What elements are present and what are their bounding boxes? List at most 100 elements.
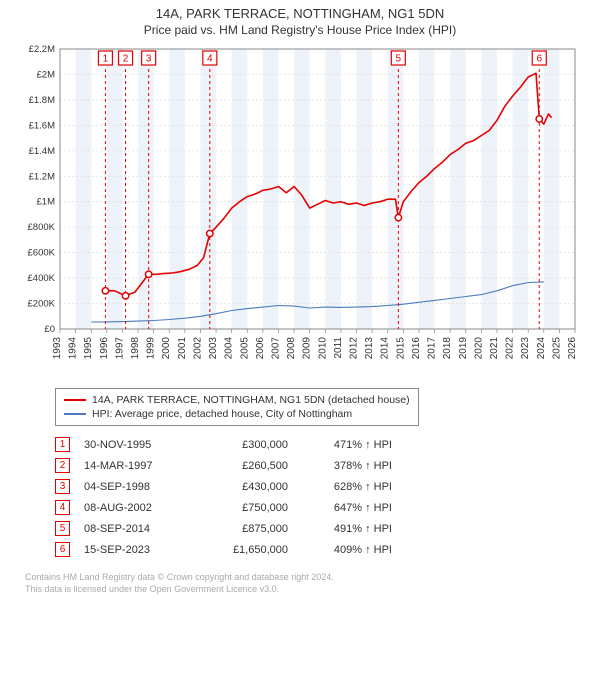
x-tick-label: 2021 — [489, 337, 500, 360]
legend-label-hpi: HPI: Average price, detached house, City… — [92, 408, 352, 420]
legend-label-price: 14A, PARK TERRACE, NOTTINGHAM, NG1 5DN (… — [92, 394, 410, 406]
y-tick-label: £2.2M — [29, 44, 55, 55]
transaction-marker-number: 6 — [536, 54, 542, 65]
year-shade — [76, 49, 92, 329]
chart-legend: 14A, PARK TERRACE, NOTTINGHAM, NG1 5DN (… — [55, 388, 419, 426]
table-row: 214-MAR-1997£260,500378% ↑ HPI — [55, 455, 600, 476]
transaction-price: £430,000 — [198, 481, 288, 493]
year-shade — [325, 49, 341, 329]
year-shade — [357, 49, 373, 329]
x-tick-label: 2016 — [411, 337, 422, 360]
plot-frame — [60, 49, 575, 329]
x-tick-label: 2023 — [520, 337, 531, 360]
x-tick-label: 2004 — [224, 337, 235, 360]
x-tick-label: 2002 — [192, 337, 203, 360]
x-tick-label: 2007 — [270, 337, 281, 360]
table-row: 615-SEP-2023£1,650,000409% ↑ HPI — [55, 539, 600, 560]
transaction-marker-number: 3 — [146, 54, 152, 65]
transaction-marker-dot — [207, 230, 213, 236]
transaction-marker-number: 5 — [396, 54, 402, 65]
transaction-marker-dot — [536, 116, 542, 122]
y-tick-label: £400K — [28, 273, 56, 284]
x-tick-label: 1999 — [146, 337, 157, 360]
x-tick-label: 2015 — [395, 337, 406, 360]
year-shade — [481, 49, 497, 329]
license-footer: Contains HM Land Registry data © Crown c… — [25, 572, 600, 595]
year-shade — [450, 49, 466, 329]
x-tick-label: 2026 — [567, 337, 578, 360]
x-tick-label: 2019 — [458, 337, 469, 360]
arrow-up-icon: ↑ — [365, 544, 371, 556]
x-tick-label: 2009 — [302, 337, 313, 360]
arrow-up-icon: ↑ — [365, 460, 371, 472]
price-chart: £0£200K£400K£600K£800K£1M£1.2M£1.4M£1.6M… — [10, 39, 590, 382]
transaction-date: 15-SEP-2023 — [84, 544, 184, 556]
transaction-pct-vs-hpi: 628% ↑ HPI — [302, 481, 392, 493]
arrow-up-icon: ↑ — [365, 481, 371, 493]
year-shade — [388, 49, 404, 329]
y-tick-label: £1.8M — [29, 95, 55, 106]
x-tick-label: 2013 — [364, 337, 375, 360]
year-shade — [200, 49, 216, 329]
transaction-date: 30-NOV-1995 — [84, 439, 184, 451]
x-tick-label: 2017 — [427, 337, 438, 360]
legend-swatch-price — [64, 399, 86, 401]
chart-title-block: 14A, PARK TERRACE, NOTTINGHAM, NG1 5DN P… — [0, 0, 600, 39]
x-tick-label: 1998 — [130, 337, 141, 360]
transaction-date: 08-AUG-2002 — [84, 502, 184, 514]
legend-row-price: 14A, PARK TERRACE, NOTTINGHAM, NG1 5DN (… — [64, 393, 410, 407]
x-tick-label: 2024 — [536, 337, 547, 360]
transaction-price: £1,650,000 — [198, 544, 288, 556]
transaction-pct-vs-hpi: 471% ↑ HPI — [302, 439, 392, 451]
x-tick-label: 1994 — [68, 337, 79, 360]
transaction-number-box: 5 — [55, 521, 70, 536]
x-tick-label: 2025 — [551, 337, 562, 360]
y-tick-label: £600K — [28, 248, 56, 259]
y-tick-label: £1.2M — [29, 171, 55, 182]
x-tick-label: 2006 — [255, 337, 266, 360]
year-shade — [138, 49, 154, 329]
y-tick-label: £2M — [37, 69, 56, 80]
transaction-price: £875,000 — [198, 523, 288, 535]
transaction-pct-vs-hpi: 647% ↑ HPI — [302, 502, 392, 514]
x-tick-label: 2010 — [317, 337, 328, 360]
transaction-number-box: 1 — [55, 437, 70, 452]
y-tick-label: £0 — [44, 324, 55, 335]
transaction-price: £260,500 — [198, 460, 288, 472]
x-tick-label: 2020 — [473, 337, 484, 360]
x-tick-label: 2014 — [380, 337, 391, 360]
transaction-date: 14-MAR-1997 — [84, 460, 184, 472]
x-tick-label: 2000 — [161, 337, 172, 360]
transaction-price: £300,000 — [198, 439, 288, 451]
transaction-pct-vs-hpi: 491% ↑ HPI — [302, 523, 392, 535]
year-shade — [419, 49, 435, 329]
x-tick-label: 1996 — [99, 337, 110, 360]
x-tick-label: 2011 — [333, 337, 344, 359]
transaction-number-box: 2 — [55, 458, 70, 473]
transaction-marker-number: 4 — [207, 54, 213, 65]
chart-svg: £0£200K£400K£600K£800K£1M£1.2M£1.4M£1.6M… — [10, 39, 590, 379]
x-tick-label: 2012 — [349, 337, 360, 360]
arrow-up-icon: ↑ — [365, 502, 371, 514]
x-tick-label: 1995 — [83, 337, 94, 360]
year-shade — [232, 49, 248, 329]
chart-title: 14A, PARK TERRACE, NOTTINGHAM, NG1 5DN — [0, 6, 600, 21]
transaction-marker-dot — [122, 293, 128, 299]
x-tick-label: 2008 — [286, 337, 297, 360]
x-tick-label: 1997 — [114, 337, 125, 360]
transaction-number-box: 4 — [55, 500, 70, 515]
transaction-date: 04-SEP-1998 — [84, 481, 184, 493]
y-tick-label: £800K — [28, 222, 56, 233]
year-shade — [544, 49, 560, 329]
table-row: 408-AUG-2002£750,000647% ↑ HPI — [55, 497, 600, 518]
x-tick-label: 2005 — [239, 337, 250, 360]
transaction-marker-number: 1 — [103, 54, 109, 65]
table-row: 508-SEP-2014£875,000491% ↑ HPI — [55, 518, 600, 539]
year-shade — [169, 49, 185, 329]
chart-subtitle: Price paid vs. HM Land Registry's House … — [0, 21, 600, 37]
legend-swatch-hpi — [64, 413, 86, 415]
legend-row-hpi: HPI: Average price, detached house, City… — [64, 407, 410, 421]
transaction-marker-dot — [395, 214, 401, 220]
x-tick-label: 2001 — [177, 337, 188, 360]
footer-line-1: Contains HM Land Registry data © Crown c… — [25, 572, 600, 584]
